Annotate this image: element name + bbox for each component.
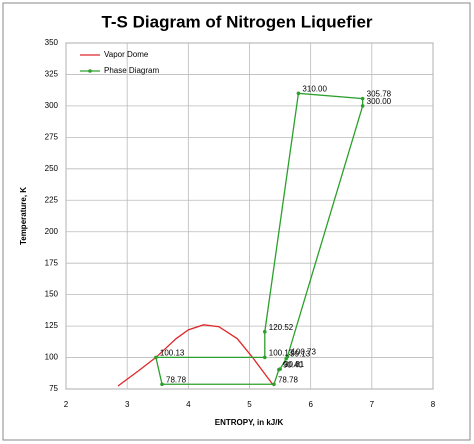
data-label: 90.81 [284, 360, 305, 369]
x-tick-label: 7 [370, 400, 375, 409]
y-tick-label: 250 [45, 164, 59, 173]
x-tick-label: 6 [308, 400, 313, 409]
x-tick-label: 4 [186, 400, 191, 409]
chart-border [2, 2, 471, 441]
y-tick-label: 350 [45, 38, 59, 47]
x-tick-label: 3 [125, 400, 130, 409]
data-point [154, 355, 158, 360]
data-point [278, 367, 282, 371]
data-label: 100.13 [160, 348, 185, 357]
data-point [272, 382, 276, 387]
legend-label: Vapor Dome [104, 50, 149, 59]
data-label: 120.52 [269, 323, 294, 332]
y-tick-label: 100 [45, 353, 59, 362]
y-tick-label: 125 [45, 321, 59, 330]
data-point [262, 355, 267, 360]
y-tick-label: 175 [45, 258, 59, 267]
legend-marker [88, 69, 92, 73]
series-line [117, 324, 275, 387]
data-label: 90.40 [283, 361, 304, 370]
x-axis-label: ENTROPY, in kJ/K [215, 418, 284, 427]
x-tick-label: 2 [64, 400, 69, 409]
data-label: 99.13 [290, 350, 311, 359]
y-tick-label: 300 [45, 101, 59, 110]
y-tick-label: 75 [49, 384, 58, 393]
y-tick-label: 275 [45, 132, 59, 141]
data-point [160, 382, 164, 387]
data-point [262, 329, 267, 334]
y-axis-label: Temperature, K [19, 187, 28, 245]
data-label: 100.73 [291, 348, 316, 357]
y-tick-label: 200 [45, 227, 59, 236]
x-tick-label: 8 [431, 400, 436, 409]
legend-label: Phase Diagram [104, 66, 159, 75]
data-point [360, 104, 365, 108]
data-label: 100.13 [269, 348, 294, 357]
data-label: 78.78 [278, 375, 299, 384]
data-label: 78.78 [166, 375, 187, 384]
data-point [296, 91, 301, 96]
data-point [360, 96, 365, 101]
y-tick-label: 225 [45, 195, 59, 204]
data-label: 310.00 [302, 84, 327, 93]
chart-title: T-S Diagram of Nitrogen Liquefier [101, 12, 372, 31]
y-tick-label: 325 [45, 70, 59, 79]
x-tick-label: 5 [247, 400, 252, 409]
data-point [284, 356, 289, 361]
data-label: 300.00 [367, 97, 392, 106]
y-tick-label: 150 [45, 290, 59, 299]
data-label: 305.78 [367, 90, 392, 99]
